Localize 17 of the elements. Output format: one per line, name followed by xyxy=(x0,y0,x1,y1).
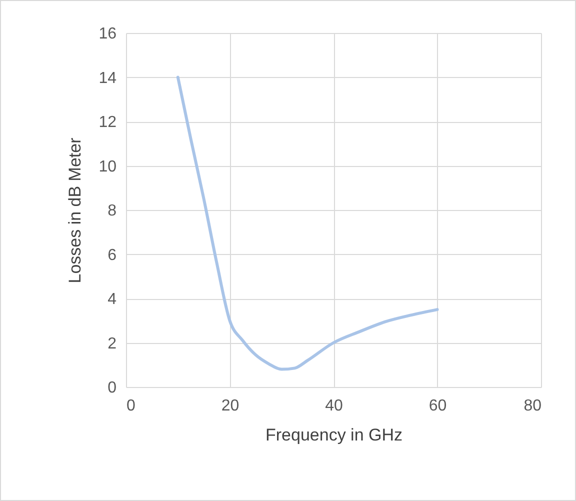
x-tick-label: 60 xyxy=(428,398,447,414)
y-tick-label: 8 xyxy=(108,202,117,220)
x-tick-label: 80 xyxy=(524,398,542,414)
x-tick-label: 40 xyxy=(325,398,343,414)
y-tick-label: 12 xyxy=(98,114,117,131)
y-tick-label: 16 xyxy=(98,26,117,42)
x-axis-title: Frequency in GHz xyxy=(266,426,402,444)
y-tick-label: 14 xyxy=(98,70,117,87)
x-tick-label: 0 xyxy=(126,398,136,414)
y-tick-label: 6 xyxy=(108,246,117,264)
line-series xyxy=(176,76,439,371)
y-tick-label: 2 xyxy=(108,335,117,352)
y-tick-label: 4 xyxy=(108,291,117,308)
y-tick-label: 10 xyxy=(98,158,117,176)
x-tick-label: 20 xyxy=(221,398,240,414)
y-tick-label: 0 xyxy=(108,380,117,396)
y-axis-title: Losses in dB Meter xyxy=(66,137,85,284)
